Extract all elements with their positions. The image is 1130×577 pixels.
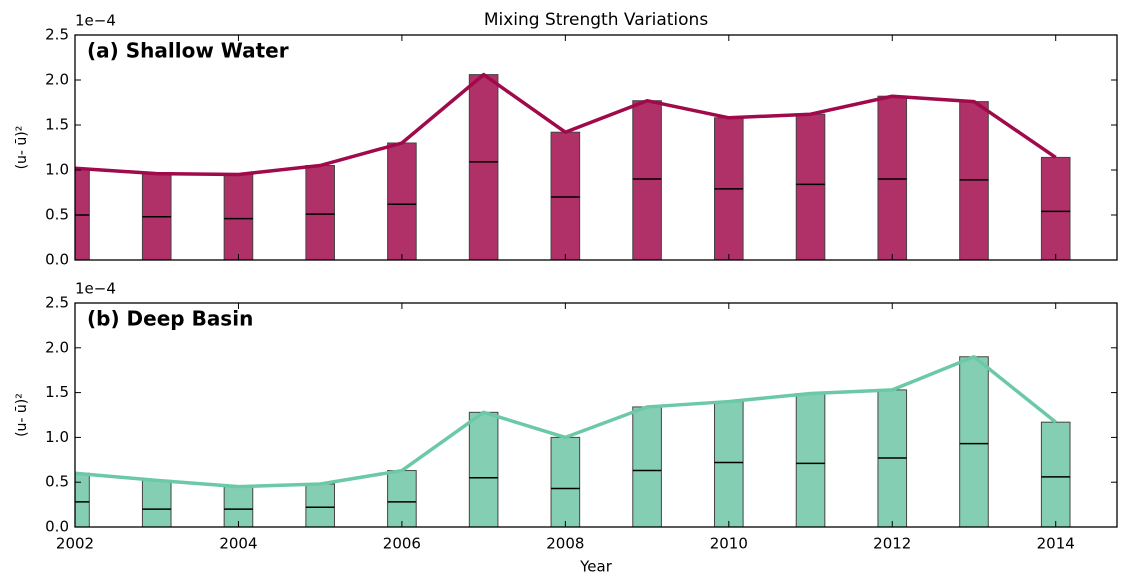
y-tick-label: 0.0 <box>45 518 69 536</box>
plot-area <box>75 355 1071 527</box>
y-tick-label: 1.5 <box>45 116 69 134</box>
offset-text: 1e−4 <box>75 12 116 30</box>
bar <box>468 74 499 260</box>
bar <box>550 436 581 527</box>
chart-title: Mixing Strength Variations <box>484 10 709 30</box>
bar <box>141 479 172 527</box>
bar <box>795 113 826 260</box>
trend-line <box>75 355 1057 489</box>
bar <box>714 401 744 527</box>
offset-text: 1e−4 <box>75 280 116 298</box>
x-axis-label: Year <box>579 558 613 576</box>
bar <box>877 95 908 260</box>
bar <box>959 101 989 260</box>
axes-frame <box>74 34 1118 261</box>
y-tick-label: 1.0 <box>45 161 69 179</box>
bar <box>550 131 581 260</box>
y-tick-label: 1.0 <box>45 428 69 446</box>
axes-frame <box>74 302 1118 528</box>
plot-area <box>75 72 1071 260</box>
bar <box>632 100 662 260</box>
y-tick-label: 2.5 <box>45 26 69 44</box>
bar <box>223 174 254 260</box>
panel-label: (a) Shallow Water <box>87 39 289 63</box>
y-axis-label: (u- ū)² <box>14 126 30 170</box>
x-tick-label: 2012 <box>873 535 911 553</box>
bar <box>223 486 254 527</box>
x-tick-label: 2014 <box>1037 535 1075 553</box>
y-tick-label: 2.0 <box>45 71 69 89</box>
bar <box>1040 156 1071 260</box>
panel-label: (b) Deep Basin <box>87 307 253 331</box>
x-tick-label: 2010 <box>710 535 748 553</box>
x-tick-label: 2002 <box>56 535 94 553</box>
bar <box>305 165 335 260</box>
bar <box>1040 421 1071 527</box>
x-tick-label: 2008 <box>546 535 584 553</box>
x-tick-label: 2006 <box>383 535 421 553</box>
y-tick-label: 0.5 <box>45 206 69 224</box>
bar <box>795 392 826 527</box>
bar <box>305 483 335 527</box>
bar <box>387 470 417 527</box>
x-tick-label: 2004 <box>219 535 257 553</box>
bar <box>959 356 989 527</box>
y-tick-label: 0.0 <box>45 251 69 269</box>
trend-line <box>75 72 1057 177</box>
y-tick-label: 2.0 <box>45 338 69 356</box>
bar <box>387 142 417 260</box>
bar <box>468 411 499 527</box>
y-tick-label: 1.5 <box>45 383 69 401</box>
y-axis-label: (u- ū)² <box>14 393 30 437</box>
y-tick-label: 0.5 <box>45 473 69 491</box>
y-tick-label: 2.5 <box>45 294 69 312</box>
bar <box>632 406 662 527</box>
